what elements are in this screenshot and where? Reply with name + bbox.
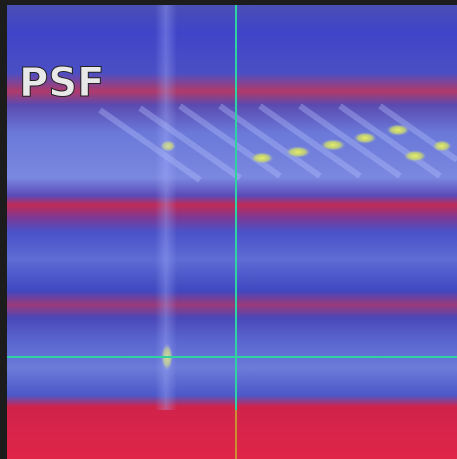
vertical-stripe bbox=[155, 5, 177, 410]
psf-image: PSF bbox=[0, 0, 457, 459]
page: PSF (() => { const data = JSON.parse(doc… bbox=[0, 0, 457, 459]
psf-label: PSF bbox=[19, 60, 104, 106]
